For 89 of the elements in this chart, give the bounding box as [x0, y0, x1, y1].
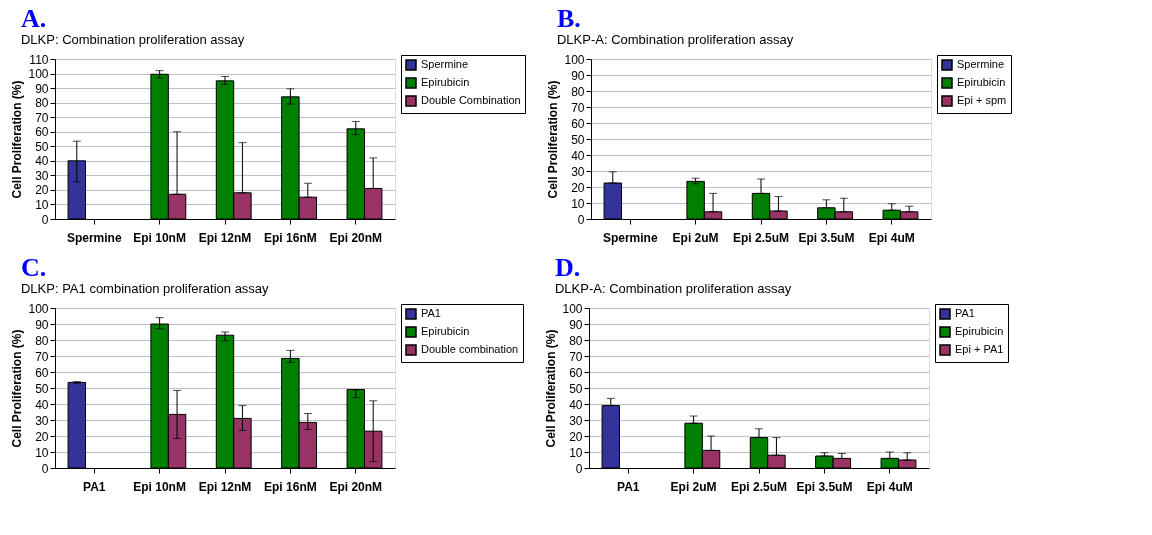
- x-tick-label: Epi 16nM: [264, 479, 317, 494]
- y-tick-label: 70: [35, 110, 49, 125]
- y-axis-title: Cell Proliferation (%): [10, 329, 25, 448]
- y-axis-title: Cell Proliferation (%): [544, 329, 559, 448]
- chart-subtitle: DLKP-A: Combination proliferation assay: [556, 32, 794, 47]
- y-tick-label: 90: [569, 317, 583, 332]
- y-tick-label: 90: [35, 81, 49, 96]
- x-tick-label: Epi 10nM: [133, 479, 186, 494]
- x-tick-label: Epi 16nM: [264, 230, 317, 245]
- y-tick-label: 100: [28, 301, 49, 316]
- x-tick-label: Epi 4uM: [868, 230, 915, 245]
- y-axis-title: Cell Proliferation (%): [10, 80, 25, 199]
- legend-label: Epi + PA1: [955, 343, 1004, 355]
- y-tick-label: 80: [569, 333, 583, 348]
- legend-label: Epirubicin: [421, 325, 470, 337]
- x-tick-label: Spermine: [602, 230, 658, 245]
- y-tick-label: 80: [571, 84, 585, 99]
- y-tick-label: 20: [35, 429, 49, 444]
- y-tick-label: 30: [571, 164, 585, 179]
- x-tick-label: Epi 12nM: [198, 230, 252, 245]
- legend-label: Spermine: [957, 58, 1005, 70]
- x-tick-label: Epi 4uM: [866, 479, 913, 494]
- x-tick-label: Epi 2uM: [670, 479, 717, 494]
- y-tick-label: 50: [35, 381, 49, 396]
- chart-title: A.: [20, 4, 47, 33]
- x-tick-label: Epi 12nM: [198, 479, 252, 494]
- y-axis-title: Cell Proliferation (%): [546, 80, 561, 199]
- legend-label: PA1: [955, 307, 975, 319]
- x-tick-label: Epi 10nM: [133, 230, 186, 245]
- y-tick-label: 80: [35, 333, 49, 348]
- y-tick-label: 10: [571, 196, 585, 211]
- x-tick-label: Epi 20nM: [329, 479, 383, 494]
- y-tick-label: 60: [35, 365, 49, 380]
- legend-label: Double combination: [421, 343, 519, 355]
- y-tick-label: 60: [571, 116, 585, 131]
- y-tick-label: 70: [571, 100, 585, 115]
- x-tick-label: Epi 2uM: [672, 230, 719, 245]
- chart-subtitle: DLKP: Combination proliferation assay: [20, 32, 245, 47]
- legend-label: Epirubicin: [955, 325, 1004, 337]
- y-tick-label: 90: [35, 317, 49, 332]
- x-tick-label: Epi 2.5uM: [732, 230, 790, 245]
- y-tick-label: 60: [35, 125, 49, 140]
- y-tick-label: 60: [569, 365, 583, 380]
- x-tick-label: Epi 3.5uM: [798, 230, 855, 245]
- y-tick-label: 100: [564, 52, 585, 67]
- y-tick-label: 50: [35, 139, 49, 154]
- chart-title: D.: [554, 253, 581, 282]
- y-tick-label: 30: [35, 168, 49, 183]
- x-tick-label: Epi 2.5uM: [730, 479, 788, 494]
- x-tick-label: Spermine: [66, 230, 122, 245]
- y-tick-label: 80: [35, 96, 49, 111]
- y-tick-label: 40: [569, 397, 583, 412]
- legend-label: Epirubicin: [421, 76, 470, 88]
- y-tick-label: 20: [569, 429, 583, 444]
- y-tick-label: 0: [575, 461, 583, 476]
- y-tick-label: 100: [562, 301, 583, 316]
- y-tick-label: 90: [571, 68, 585, 83]
- y-tick-label: 0: [577, 212, 585, 227]
- y-tick-label: 20: [571, 180, 585, 195]
- legend-label: PA1: [421, 307, 441, 319]
- y-tick-label: 70: [35, 349, 49, 364]
- y-tick-label: 50: [569, 381, 583, 396]
- y-tick-label: 40: [571, 148, 585, 163]
- x-tick-label: Epi 20nM: [329, 230, 383, 245]
- legend-label: Epi + spm: [957, 94, 1007, 106]
- y-tick-label: 0: [41, 461, 49, 476]
- y-tick-label: 40: [35, 397, 49, 412]
- y-tick-label: 10: [569, 445, 583, 460]
- y-tick-label: 10: [35, 197, 49, 212]
- chart-subtitle: DLKP: PA1 combination proliferation assay: [20, 281, 270, 296]
- y-tick-label: 30: [569, 413, 583, 428]
- chart-title: C.: [20, 253, 47, 282]
- x-tick-label: Epi 3.5uM: [796, 479, 853, 494]
- y-tick-label: 50: [571, 132, 585, 147]
- y-tick-label: 0: [41, 212, 49, 227]
- y-tick-label: 30: [35, 413, 49, 428]
- x-tick-label: PA1: [617, 479, 640, 494]
- x-tick-label: PA1: [83, 479, 106, 494]
- legend-label: Spermine: [421, 58, 469, 70]
- y-tick-label: 100: [28, 67, 49, 82]
- legend-label: Double Combination: [421, 94, 521, 106]
- chart-subtitle: DLKP-A: Combination proliferation assay: [554, 281, 792, 296]
- legend-label: Epirubicin: [957, 76, 1006, 88]
- y-tick-label: 20: [35, 183, 49, 198]
- y-tick-label: 70: [569, 349, 583, 364]
- chart-title: B.: [556, 4, 581, 33]
- y-tick-label: 110: [29, 52, 49, 67]
- y-tick-label: 10: [35, 445, 49, 460]
- y-tick-label: 40: [35, 154, 49, 169]
